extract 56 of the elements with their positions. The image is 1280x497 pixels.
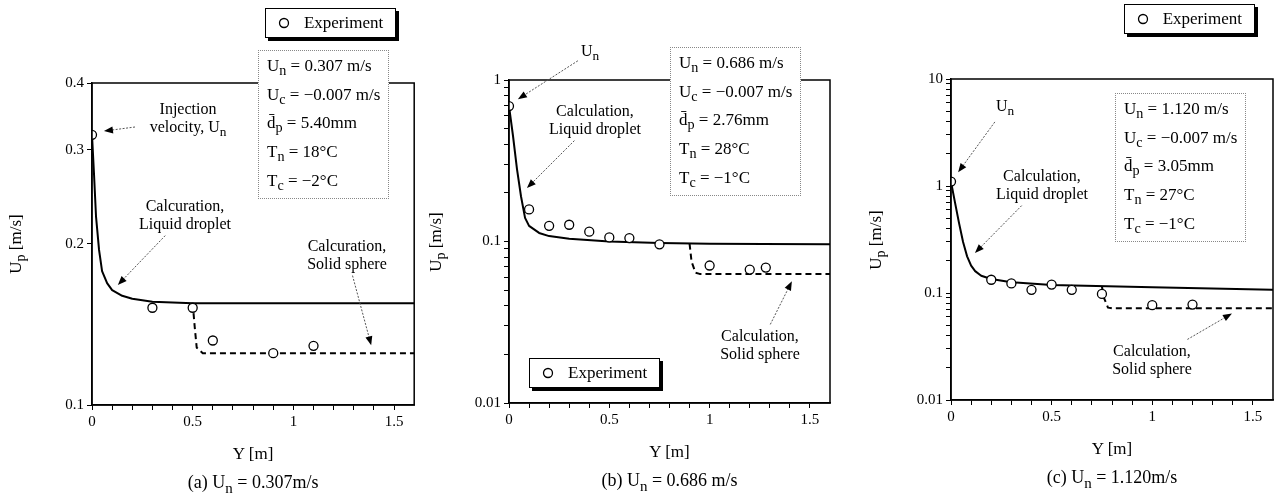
annotation: T$_{n}$ = 27°C (1124, 183, 1196, 210)
x-tick-label: 0 (505, 410, 513, 427)
x-tick-label: 0.5 (599, 410, 619, 427)
annotation: Injection velocity, U$_{n}$ (148, 100, 228, 140)
x-tick-label: 1.5 (384, 412, 404, 429)
x-tick-label: 0.5 (183, 412, 203, 429)
y-tick-label: 1 (935, 176, 943, 193)
y-tick-label: 0.2 (65, 234, 84, 251)
x-tick-label: 1 (289, 412, 298, 429)
annotation: d̄$_{p}$ = 3.05mm (1124, 155, 1215, 181)
x-tick-label: 1 (705, 410, 714, 427)
y-tick-label: 0.1 (482, 232, 501, 249)
y-tick-label: 0.3 (65, 140, 84, 157)
annotation: T$_{c}$ = −2°C (267, 169, 339, 195)
x-axis-title: Y [m] (649, 442, 690, 462)
y-tick-label: 1 (493, 70, 501, 87)
y-tick-label: 10 (928, 69, 943, 86)
annotation: T$_{n}$ = 28°C (679, 137, 751, 164)
annotation: T$_{c}$ = −1°C (679, 166, 751, 192)
annotation: d̄$_{p}$ = 2.76mm (679, 109, 770, 135)
x-axis-title: Y [m] (1091, 439, 1133, 459)
x-tick-label: 0.5 (1042, 407, 1061, 424)
x-tick-label: 1.5 (800, 410, 820, 427)
x-tick-label: 0 (88, 412, 96, 429)
text: (a) U$_{n}$ = 0.307m/s (187, 472, 319, 497)
text: U$_{n}$ = 0.307 m/s (267, 55, 373, 81)
annotation: Calcuration, Liquid droplet (138, 197, 232, 233)
annotation: T$_{n}$ = 18°C (267, 140, 339, 167)
annotation: d̄$_{p}$ = 5.40mm (267, 112, 358, 138)
annotation: U$_{n}$ = 1.120 m/s (1124, 98, 1230, 124)
annotation: Calculation, Liquid droplet (995, 167, 1089, 203)
y-tick-label: 0.1 (924, 283, 943, 300)
x-tick-label: 1.5 (1243, 407, 1263, 424)
text: (b) U$_{n}$ = 0.686 m/s (601, 470, 738, 495)
annotation: T$_{c}$ = −1°C (1124, 212, 1196, 238)
text: (c) U$_{n}$ = 1.120m/s (1046, 467, 1178, 492)
annotation: Calculation, Liquid droplet (548, 102, 642, 138)
legend-label: Experiment (1162, 9, 1242, 29)
annotation: U$_{c}$ = −0.007 m/s (1124, 126, 1238, 153)
annotation: Calculation, Solid sphere (719, 327, 801, 363)
y-tick-label: 0.01 (916, 390, 943, 407)
annotation: Calculation, Solid sphere (1111, 342, 1193, 378)
text: U$_{n}$ = 0.686 m/s (679, 52, 785, 78)
annotation: U$_{c}$ = −0.007 m/s (267, 83, 381, 110)
y-tick-label: 0.1 (65, 395, 84, 412)
text: U$_{n}$ (580, 42, 600, 64)
y-tick-label: 0.01 (474, 393, 501, 410)
x-axis-title: Y [m] (232, 444, 274, 464)
legend-label: Experiment (303, 13, 384, 33)
annotation: Calcuration, Solid sphere (306, 237, 388, 273)
annotation: U$_{n}$ (995, 97, 1015, 119)
annotation: U$_{c}$ = −0.007 m/s (679, 80, 793, 107)
x-tick-label: 1 (1148, 407, 1156, 424)
x-tick-label: 0 (947, 407, 955, 424)
y-tick-label: 0.4 (65, 73, 85, 90)
legend-label: Experiment (568, 363, 648, 383)
